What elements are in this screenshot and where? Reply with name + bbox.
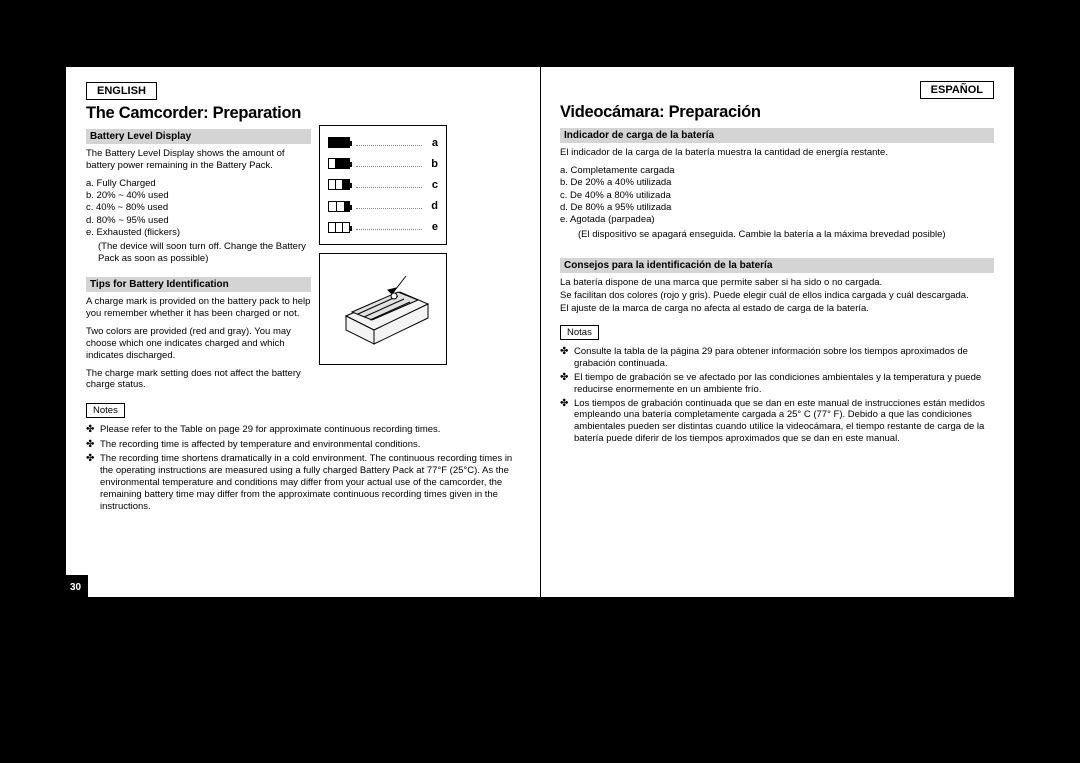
tips-p1-en: A charge mark is provided on the battery… bbox=[86, 296, 311, 320]
battery-icon bbox=[328, 179, 350, 190]
manual-page: ENGLISH The Camcorder: Preparation Batte… bbox=[66, 67, 1014, 597]
language-label-es: ESPAÑOL bbox=[920, 81, 994, 99]
level-item: c. De 40% a 80% utilizada bbox=[560, 190, 994, 202]
tips-p1-es: La batería dispone de una marca que perm… bbox=[560, 277, 994, 289]
battery-icon bbox=[328, 137, 350, 148]
battery-level-figure: a b c d e bbox=[319, 125, 447, 245]
battery-levels-list-en: a. Fully Charged b. 20% ~ 40% used c. 40… bbox=[86, 178, 311, 240]
tips-p2-es: Se facilitan dos colores (rojo y gris). … bbox=[560, 290, 994, 302]
level-item: b. De 20% a 40% utilizada bbox=[560, 177, 994, 189]
level-item: e. Agotada (parpadea) bbox=[560, 214, 994, 226]
tips-p3-es: El ajuste de la marca de carga no afecta… bbox=[560, 303, 994, 315]
tips-p2-en: Two colors are provided (red and gray). … bbox=[86, 326, 311, 362]
battery-pack-icon bbox=[328, 264, 438, 354]
battery-level-intro-en: The Battery Level Display shows the amou… bbox=[86, 148, 311, 172]
level-item: b. 20% ~ 40% used bbox=[86, 190, 311, 202]
battery-level-intro-es: El indicador de la carga de la batería m… bbox=[560, 147, 994, 159]
maltese-cross-icon: ✤ bbox=[86, 424, 100, 437]
maltese-cross-icon: ✤ bbox=[86, 439, 100, 452]
note-item: ✤The recording time shortens dramaticall… bbox=[86, 453, 520, 512]
maltese-cross-icon: ✤ bbox=[560, 398, 574, 446]
level-item: a. Fully Charged bbox=[86, 178, 311, 190]
level-item: d. 80% ~ 95% used bbox=[86, 215, 311, 227]
level-item: e. Exhausted (flickers) bbox=[86, 227, 311, 239]
notes-list-es: ✤Consulte la tabla de la página 29 para … bbox=[560, 346, 994, 445]
right-column: ESPAÑOL Videocámara: Preparación Indicad… bbox=[540, 67, 1014, 597]
notes-label-en: Notes bbox=[86, 403, 125, 418]
battery-icon bbox=[328, 201, 350, 212]
level-subnote-en: (The device will soon turn off. Change t… bbox=[86, 241, 311, 265]
note-item: ✤Please refer to the Table on page 29 fo… bbox=[86, 424, 520, 437]
right-title: Videocámara: Preparación bbox=[560, 103, 994, 122]
note-item: ✤Los tiempos de grabación continuada que… bbox=[560, 398, 994, 446]
page-number: 30 bbox=[63, 575, 88, 600]
battery-level-heading-en: Battery Level Display bbox=[86, 129, 311, 144]
note-item: ✤El tiempo de grabación se ve afectado p… bbox=[560, 372, 994, 396]
level-subnote-es: (El dispositivo se apagará enseguida. Ca… bbox=[560, 229, 994, 241]
tips-p3-en: The charge mark setting does not affect … bbox=[86, 368, 311, 392]
level-item: a. Completamente cargada bbox=[560, 165, 994, 177]
maltese-cross-icon: ✤ bbox=[86, 453, 100, 512]
level-item: c. 40% ~ 80% used bbox=[86, 202, 311, 214]
battery-levels-list-es: a. Completamente cargada b. De 20% a 40%… bbox=[560, 165, 994, 227]
left-column: ENGLISH The Camcorder: Preparation Batte… bbox=[66, 67, 540, 597]
battery-icon bbox=[328, 222, 350, 233]
notes-label-es: Notas bbox=[560, 325, 599, 340]
tips-heading-es: Consejos para la identificación de la ba… bbox=[560, 258, 994, 273]
maltese-cross-icon: ✤ bbox=[560, 346, 574, 370]
note-item: ✤Consulte la tabla de la página 29 para … bbox=[560, 346, 994, 370]
tips-heading-en: Tips for Battery Identification bbox=[86, 277, 311, 292]
level-item: d. De 80% a 95% utilizada bbox=[560, 202, 994, 214]
battery-pack-figure bbox=[319, 253, 447, 365]
battery-level-heading-es: Indicador de carga de la batería bbox=[560, 128, 994, 143]
maltese-cross-icon: ✤ bbox=[560, 372, 574, 396]
left-title: The Camcorder: Preparation bbox=[86, 104, 520, 123]
notes-list-en: ✤Please refer to the Table on page 29 fo… bbox=[86, 424, 520, 512]
language-label-en: ENGLISH bbox=[86, 82, 157, 100]
battery-icon bbox=[328, 158, 350, 169]
note-item: ✤The recording time is affected by tempe… bbox=[86, 439, 520, 452]
